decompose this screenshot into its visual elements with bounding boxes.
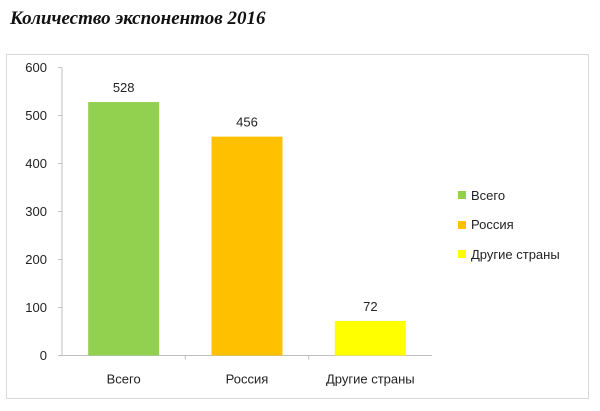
x-category-label: Другие страны xyxy=(326,372,415,387)
legend-item-drugie: Другие страны xyxy=(458,246,560,262)
legend-item-rossiya: Россия xyxy=(458,217,560,233)
data-label-2: 456 xyxy=(236,115,258,130)
y-tick-label: 0 xyxy=(40,348,47,363)
legend-swatch-drugie xyxy=(458,250,466,258)
legend-label-rossiya: Россия xyxy=(471,217,514,232)
legend-item-vsego: Всего xyxy=(458,187,560,203)
bar-2 xyxy=(211,136,283,356)
bar-1 xyxy=(88,102,160,356)
y-tick-label: 400 xyxy=(25,156,47,171)
legend-label-drugie: Другие страны xyxy=(471,246,560,262)
legend-swatch-vsego xyxy=(458,191,466,199)
y-tick-label: 600 xyxy=(25,60,47,75)
x-category-label: Россия xyxy=(226,372,269,387)
chart-legend: Всего Россия Другие страны xyxy=(458,187,560,276)
legend-label-vsego: Всего xyxy=(471,187,506,203)
page-title: Количество экспонентов 2016 xyxy=(10,8,266,29)
y-tick-label: 200 xyxy=(25,252,47,267)
data-label-1: 528 xyxy=(113,80,135,95)
x-category-label: Всего xyxy=(107,372,141,387)
bar-3 xyxy=(334,320,406,356)
y-tick-label: 100 xyxy=(25,300,47,315)
legend-swatch-rossiya xyxy=(458,220,466,229)
y-tick-label: 300 xyxy=(25,204,47,219)
y-tick-label: 500 xyxy=(25,108,47,123)
data-label-3: 72 xyxy=(363,299,377,314)
